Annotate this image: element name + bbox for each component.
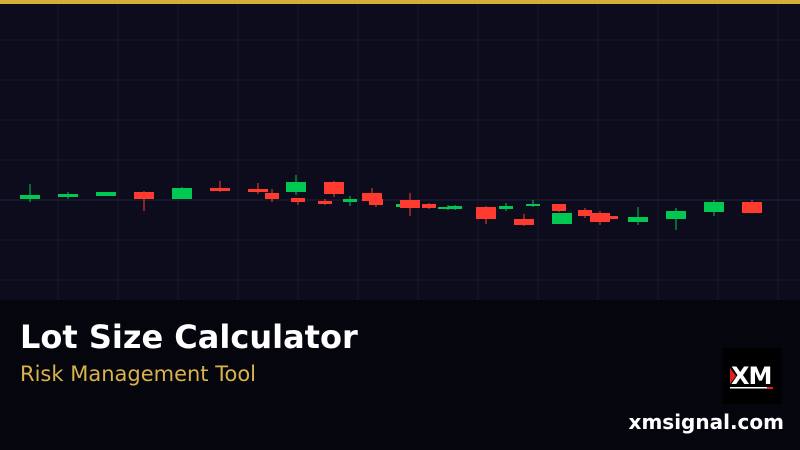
- candle-body: [742, 202, 762, 213]
- candlestick-background: [0, 4, 800, 300]
- candle-body: [552, 204, 566, 211]
- xm-logo: XM: [723, 348, 781, 404]
- candle: [606, 216, 618, 219]
- candle: [628, 207, 648, 225]
- candle: [400, 193, 420, 216]
- candle: [96, 192, 116, 196]
- candle: [476, 206, 496, 224]
- candle-body: [448, 206, 462, 209]
- candle: [20, 184, 40, 202]
- logo-mark-icon: [730, 368, 773, 389]
- candle: [369, 199, 383, 207]
- accent-bar: [0, 0, 800, 4]
- page-subtitle: Risk Management Tool: [20, 362, 257, 386]
- candle: [172, 187, 192, 199]
- candle-body: [422, 204, 436, 208]
- candle: [666, 208, 686, 230]
- candle: [324, 181, 344, 197]
- candle: [590, 211, 610, 225]
- candle: [422, 203, 436, 209]
- candle-body: [704, 202, 724, 212]
- candle-body: [318, 201, 332, 204]
- candle: [499, 203, 513, 211]
- candle-body: [552, 213, 572, 224]
- candle: [448, 205, 462, 210]
- candle-body: [476, 207, 496, 219]
- candle: [248, 183, 268, 194]
- candle-body: [20, 195, 40, 199]
- candlestick-chart: [0, 4, 800, 300]
- banner-footer: [0, 300, 800, 450]
- candle-body: [248, 189, 268, 192]
- candle: [742, 200, 762, 213]
- candle-body: [265, 193, 279, 199]
- candle-body: [666, 211, 686, 219]
- candle: [362, 188, 382, 201]
- candle-body: [286, 182, 306, 192]
- candle-body: [590, 213, 610, 222]
- candle: [291, 198, 305, 205]
- candle-body: [58, 194, 78, 197]
- page-title: Lot Size Calculator: [20, 318, 358, 356]
- candle: [265, 189, 279, 202]
- candle-body: [210, 188, 230, 191]
- website-link[interactable]: xmsignal.com: [628, 410, 784, 434]
- candle-body: [134, 192, 154, 199]
- candle: [58, 192, 78, 199]
- candle: [134, 191, 154, 211]
- candle-body: [578, 210, 592, 216]
- candle-body: [96, 192, 116, 196]
- candle-body: [400, 200, 420, 208]
- candle-body: [369, 199, 383, 205]
- candle-body: [291, 198, 305, 202]
- candle: [552, 204, 566, 212]
- candle: [318, 199, 332, 205]
- candle: [578, 208, 592, 218]
- candle-body: [606, 216, 618, 219]
- candle-body: [172, 188, 192, 199]
- candle-body: [343, 199, 357, 202]
- candle: [286, 175, 306, 195]
- candle-body: [499, 206, 513, 209]
- logo-text: XM: [731, 362, 772, 390]
- candle: [552, 213, 572, 224]
- candle-body: [526, 204, 540, 206]
- candle: [210, 181, 230, 192]
- candle: [704, 200, 724, 216]
- candle: [343, 196, 357, 206]
- candle-body: [362, 193, 382, 201]
- candle-body: [514, 219, 534, 225]
- candle: [526, 200, 540, 207]
- candle-body: [324, 182, 344, 194]
- candle-body: [628, 217, 648, 222]
- candle: [514, 214, 534, 226]
